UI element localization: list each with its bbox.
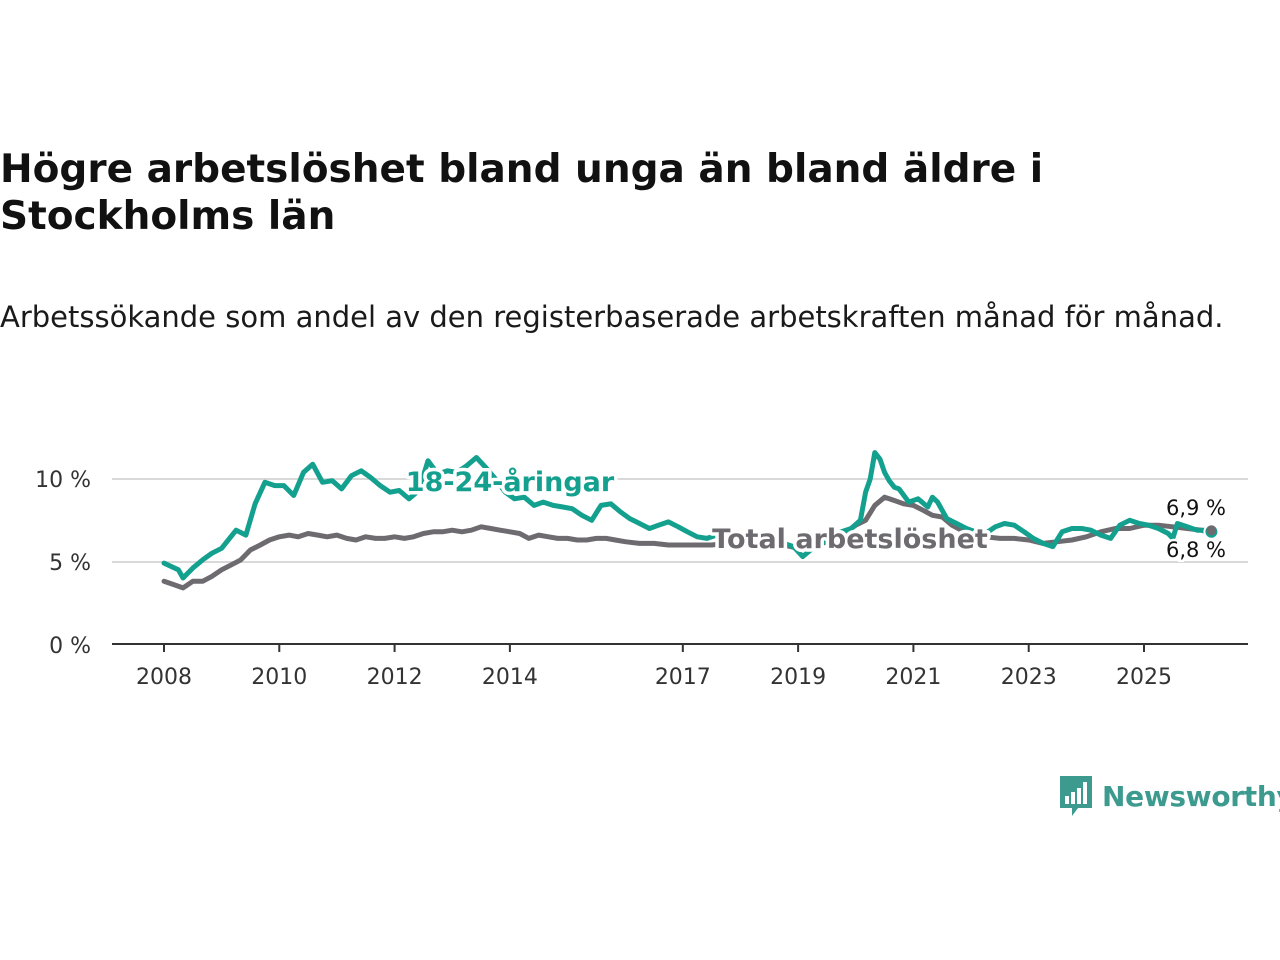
x-tick-label: 2014 bbox=[482, 665, 538, 690]
newsworthy-logo-icon bbox=[1060, 776, 1092, 816]
chart-title: Högre arbetslöshet bland unga än bland ä… bbox=[0, 147, 1044, 239]
newsworthy-brand[interactable]: Newsworthy bbox=[1058, 772, 1280, 820]
series-line-young bbox=[161, 450, 1214, 581]
end-point-total bbox=[1206, 525, 1217, 536]
x-tick-label: 2021 bbox=[885, 665, 941, 690]
end-label-upper: 6,9 % bbox=[1166, 496, 1226, 520]
y-tick-labels: 10 % 5 % 0 % bbox=[35, 468, 91, 659]
x-tick-label: 2023 bbox=[1001, 665, 1057, 690]
y-tick-label-5: 5 % bbox=[49, 551, 91, 576]
x-tick-label: 2010 bbox=[251, 665, 307, 690]
series-label-young: 18-24-åringar bbox=[406, 466, 615, 498]
x-tick-label: 2008 bbox=[136, 665, 192, 690]
chart-subtitle: Arbetssökande som andel av den registerb… bbox=[0, 300, 1224, 334]
brand-name: Newsworthy bbox=[1102, 779, 1280, 813]
x-tick-label: 2017 bbox=[655, 665, 711, 690]
y-tick-label-0: 0 % bbox=[49, 634, 91, 659]
y-tick-label-10: 10 % bbox=[35, 468, 91, 493]
x-tick-label: 2012 bbox=[367, 665, 423, 690]
series-line-total bbox=[161, 494, 1214, 591]
line-chart: 10 % 5 % 0 % 2008 2010 2012 2014 2017 2019 202… bbox=[35, 450, 1248, 690]
x-tick-label: 2019 bbox=[770, 665, 826, 690]
x-axis-ticks: 2008 2010 2012 2014 2017 2019 2021 2023 2025 bbox=[136, 644, 1172, 690]
series-label-total: Total arbetslöshet bbox=[712, 524, 988, 555]
end-label-lower: 6,8 % bbox=[1166, 538, 1226, 562]
x-tick-label: 2025 bbox=[1116, 665, 1172, 690]
gridlines bbox=[112, 478, 1248, 563]
